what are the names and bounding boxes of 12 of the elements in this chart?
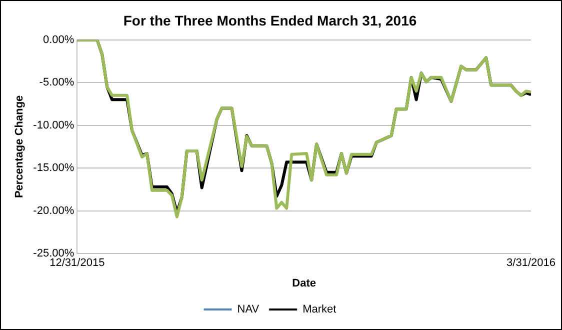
chart-title: For the Three Months Ended March 31, 2016	[123, 12, 417, 28]
y-tick-label: 0.00%	[42, 34, 74, 46]
y-tick-label: -20.00%	[33, 204, 74, 217]
legend-label: NAV	[237, 304, 260, 316]
legend-label: Market	[302, 304, 336, 316]
x-tick-label: 12/31/2015	[50, 257, 105, 270]
x-axis-title: Date	[292, 277, 316, 290]
y-tick-label: -5.00%	[39, 76, 74, 89]
y-tick-label: -15.00%	[33, 162, 74, 174]
x-tick-label: 3/31/2016	[506, 257, 556, 270]
y-axis-title: Percentage Change	[14, 95, 26, 198]
y-tick-label: -10.00%	[33, 119, 74, 132]
